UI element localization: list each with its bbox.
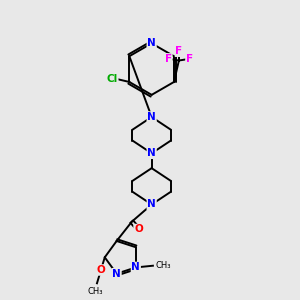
Text: N: N [147,148,156,158]
Text: N: N [147,112,156,122]
Text: F: F [176,46,182,56]
Text: N: N [147,200,156,209]
Text: N: N [131,262,140,272]
Text: N: N [147,38,156,48]
Text: F: F [165,54,172,64]
Text: O: O [97,265,105,275]
Text: Cl: Cl [106,74,118,84]
Text: N: N [112,269,121,279]
Text: CH₃: CH₃ [156,261,171,270]
Text: F: F [186,54,193,64]
Text: O: O [134,224,143,235]
Text: CH₃: CH₃ [88,286,103,296]
